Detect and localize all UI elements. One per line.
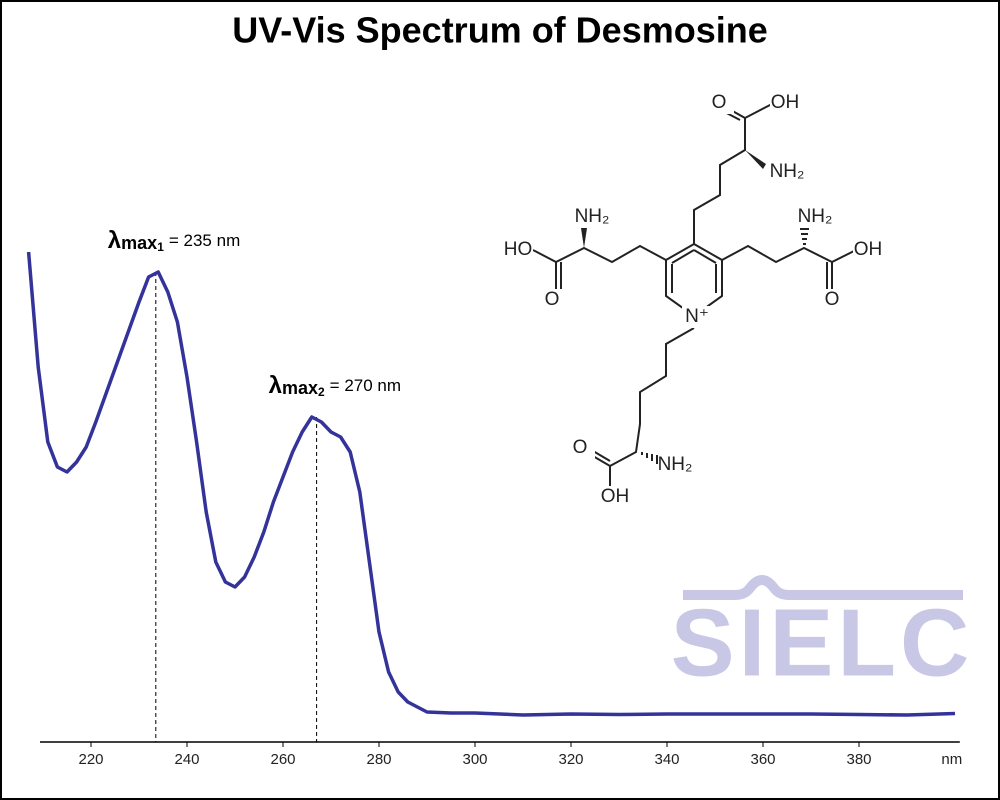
atom-bg bbox=[772, 161, 802, 183]
peak-symbol: λ bbox=[269, 372, 282, 399]
x-tick-label: 380 bbox=[846, 751, 871, 768]
peak-symbol: λ bbox=[108, 227, 121, 254]
x-tick-label: 320 bbox=[558, 751, 583, 768]
peak-subscript: max bbox=[121, 233, 157, 253]
hash-wedge bbox=[800, 228, 809, 245]
molecule: OH O NH₂ NH₂ HO O NH₂ OH O N⁺ O NH₂ OH bbox=[503, 92, 883, 508]
atom-bg bbox=[577, 206, 607, 228]
atom-label: O bbox=[573, 437, 588, 458]
peak-subscript: max bbox=[282, 378, 318, 398]
atom-bg bbox=[537, 289, 567, 311]
atom-label: HO bbox=[504, 239, 533, 260]
atom-bg bbox=[565, 437, 595, 459]
atom-bg bbox=[817, 289, 847, 311]
peak-label: λmax1 = 235 nm bbox=[108, 227, 240, 254]
atom-label: O bbox=[545, 289, 560, 310]
atom-bg bbox=[704, 92, 734, 114]
top-arm bbox=[693, 103, 773, 244]
atom-label: OH bbox=[854, 239, 883, 260]
x-tick-label: 220 bbox=[78, 751, 103, 768]
atom-bg bbox=[853, 239, 883, 261]
atom-bg bbox=[682, 306, 712, 328]
peak-label: λmax2 = 270 nm bbox=[269, 372, 401, 399]
peak-index: 1 bbox=[157, 240, 164, 254]
atom-bg bbox=[600, 486, 630, 508]
x-tick-label: 360 bbox=[750, 751, 775, 768]
ring-double bbox=[671, 249, 717, 293]
logo-arch-line bbox=[683, 575, 963, 600]
atom-bg bbox=[660, 454, 690, 476]
atom-label: OH bbox=[601, 486, 630, 507]
atom-label: O bbox=[825, 289, 840, 310]
atom-label: O bbox=[712, 92, 727, 113]
peak-text: = 270 nm bbox=[330, 376, 401, 395]
atom-label: NH₂ bbox=[658, 454, 693, 475]
atom-label: NH₂ bbox=[798, 206, 833, 227]
atom-label: OH bbox=[771, 92, 800, 113]
atom-label: NH₂ bbox=[770, 161, 805, 182]
x-tick-label: 280 bbox=[366, 751, 391, 768]
atom-bg bbox=[770, 92, 800, 114]
left-arm bbox=[532, 244, 667, 290]
atom-label: N⁺ bbox=[685, 306, 709, 327]
chart-title: UV-Vis Spectrum of Desmosine bbox=[232, 10, 768, 51]
x-tick-label: 340 bbox=[654, 751, 679, 768]
wedge bbox=[745, 150, 766, 169]
logo: SIELC bbox=[671, 589, 974, 696]
wedge bbox=[581, 228, 587, 248]
logo-arch bbox=[683, 575, 963, 600]
spectrum-line bbox=[26, 251, 956, 717]
x-axis-label: nm bbox=[941, 751, 962, 768]
peak-text: = 235 nm bbox=[169, 231, 240, 250]
x-tick-label: 300 bbox=[462, 751, 487, 768]
right-arm bbox=[721, 244, 857, 290]
atom-bg bbox=[800, 206, 830, 228]
hash-wedge bbox=[641, 452, 658, 464]
atom-bg bbox=[503, 239, 533, 261]
atom-label: NH₂ bbox=[575, 206, 610, 227]
x-tick-label: 260 bbox=[270, 751, 295, 768]
x-tick-label: 240 bbox=[174, 751, 199, 768]
peak-index: 2 bbox=[318, 385, 325, 399]
